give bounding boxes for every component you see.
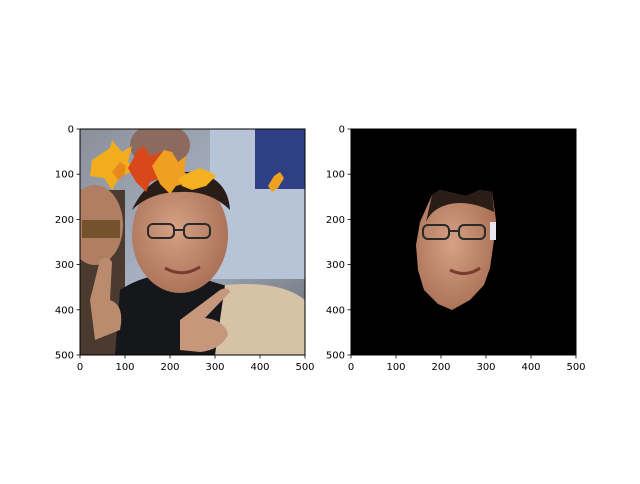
left-axes-frame	[79, 128, 306, 356]
left-panel	[79, 128, 306, 356]
photo-image	[80, 129, 305, 355]
x-tick-label: 100	[386, 362, 405, 373]
y-tick-label: 200	[55, 215, 74, 226]
x-tick-label: 100	[115, 362, 134, 373]
right-panel	[350, 128, 577, 356]
x-tick-label: 200	[431, 362, 450, 373]
x-tick-label: 200	[160, 362, 179, 373]
x-tick-label: 500	[566, 362, 585, 373]
y-tick-label: 300	[326, 260, 345, 271]
y-tick-label: 100	[55, 170, 74, 181]
x-tick-label: 0	[77, 362, 83, 373]
y-tick-label: 400	[55, 305, 74, 316]
x-tick-label: 400	[521, 362, 540, 373]
mask-image	[351, 129, 576, 355]
y-tick-label: 300	[55, 260, 74, 271]
y-tick-label: 0	[68, 125, 74, 136]
y-tick-label: 200	[326, 215, 345, 226]
x-tick-label: 300	[476, 362, 495, 373]
x-tick-label: 0	[348, 362, 354, 373]
y-tick-label: 500	[326, 351, 345, 362]
x-tick-label: 400	[250, 362, 269, 373]
right-axes-frame	[350, 128, 577, 356]
y-tick-label: 0	[339, 125, 345, 136]
y-tick-label: 500	[55, 351, 74, 362]
autumn-leaves-overlay	[90, 140, 284, 194]
x-tick-label: 500	[295, 362, 314, 373]
x-tick-label: 300	[205, 362, 224, 373]
y-tick-label: 100	[326, 170, 345, 181]
y-tick-label: 400	[326, 305, 345, 316]
